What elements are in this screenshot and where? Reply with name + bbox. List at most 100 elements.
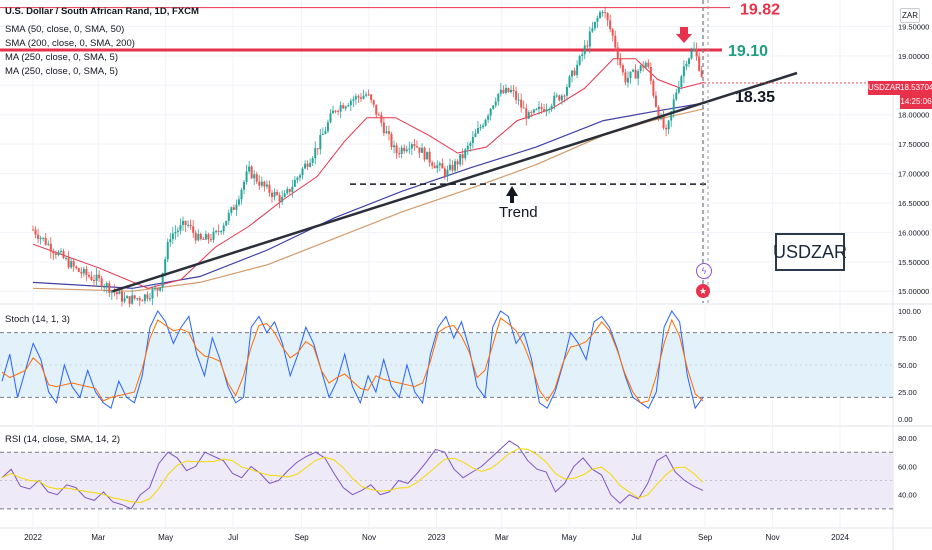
- price-candle: [469, 143, 472, 146]
- price-candle: [649, 66, 652, 81]
- price-candle: [639, 65, 642, 72]
- price-candle: [85, 268, 88, 275]
- price-candle: [632, 69, 635, 72]
- price-candle: [120, 291, 123, 302]
- price-candle: [232, 207, 235, 210]
- price-candle: [446, 169, 449, 177]
- price-candle: [296, 177, 299, 180]
- resistance-19-82-label: 19.82: [740, 2, 780, 19]
- stoch-d-line: [1, 317, 704, 404]
- price-candle: [263, 181, 266, 187]
- indicator-sma50-label[interactable]: SMA (50, close, 0, SMA, 50): [5, 24, 125, 35]
- price-candle: [510, 89, 513, 93]
- price-candle: [286, 189, 289, 194]
- price-candle: [255, 174, 258, 182]
- price-candle: [80, 271, 83, 274]
- stoch-axis-label: 50.00: [898, 361, 917, 370]
- price-candle: [418, 147, 421, 153]
- price-candle: [126, 296, 129, 299]
- price-candle: [525, 108, 528, 119]
- price-candle: [47, 243, 50, 245]
- price-candle: [690, 51, 693, 59]
- sma200-line: [32, 102, 705, 289]
- price-candle: [309, 162, 312, 167]
- price-axis-label: 15.00000: [898, 287, 929, 296]
- price-candle: [573, 70, 576, 76]
- price-candle: [342, 105, 345, 109]
- price-candle: [637, 71, 640, 79]
- price-candle: [560, 95, 563, 101]
- price-candle: [380, 114, 383, 123]
- price-candle: [288, 189, 291, 192]
- price-candle: [431, 162, 434, 166]
- price-candle: [72, 261, 75, 267]
- currency-button[interactable]: ZAR: [900, 8, 920, 23]
- price-candle: [161, 272, 164, 288]
- price-candle: [593, 21, 596, 29]
- price-candle: [339, 105, 342, 112]
- price-candle: [507, 88, 510, 93]
- price-candle: [382, 122, 385, 134]
- price-candle: [70, 261, 73, 268]
- price-candle: [225, 220, 228, 226]
- lightning-event-icon[interactable]: ϟ: [696, 263, 712, 279]
- price-candle: [258, 181, 261, 186]
- price-candle: [202, 239, 205, 241]
- price-candle: [502, 89, 505, 93]
- price-candle: [563, 95, 566, 97]
- price-candle: [324, 131, 327, 134]
- price-candle: [456, 161, 459, 165]
- price-candle: [59, 251, 62, 253]
- price-candle: [34, 229, 37, 235]
- price-candle: [75, 266, 78, 269]
- price-candle: [700, 70, 703, 77]
- price-candle: [451, 164, 454, 171]
- price-candle: [329, 113, 332, 123]
- stoch-label[interactable]: Stoch (14, 1, 3): [5, 314, 70, 325]
- price-candle: [151, 289, 154, 299]
- price-candle: [426, 151, 429, 160]
- indicator-sma200-label[interactable]: SMA (200, close, 0, SMA, 200): [5, 38, 135, 49]
- price-candle: [682, 66, 685, 77]
- price-candle: [611, 29, 614, 36]
- price-candle: [192, 226, 195, 233]
- indicator-ma250b-label[interactable]: MA (250, close, 0, SMA, 5): [5, 66, 118, 77]
- price-candle: [565, 87, 568, 96]
- price-candle: [499, 89, 502, 94]
- time-axis-label: 2023: [428, 533, 446, 542]
- price-candle: [504, 88, 507, 93]
- price-candle: [428, 151, 431, 163]
- price-candle: [187, 224, 190, 226]
- uptrend-line: [112, 71, 798, 293]
- price-candle: [553, 95, 556, 106]
- price-candle: [316, 148, 319, 150]
- rsi-sma-line: [1, 448, 704, 504]
- time-axis-label: Mar: [91, 533, 105, 542]
- rsi-label[interactable]: RSI (14, close, SMA, 14, 2): [5, 434, 121, 445]
- price-axis-label: 17.50000: [898, 140, 929, 149]
- price-candle: [372, 100, 375, 105]
- price-candle: [194, 232, 197, 241]
- us-flag-event-icon[interactable]: ★: [696, 284, 710, 298]
- usdzar-annotation-box: USDZAR: [773, 233, 847, 271]
- price-candle: [222, 225, 225, 232]
- price-candle: [82, 268, 85, 274]
- price-candle: [220, 231, 223, 233]
- price-axis-label: 17.00000: [898, 170, 929, 179]
- price-candle: [52, 251, 55, 254]
- price-candle: [532, 109, 535, 113]
- resistance-19-10-label: 19.10: [728, 43, 768, 60]
- price-candle: [471, 136, 474, 144]
- price-candle: [182, 220, 185, 225]
- indicator-ma250-label[interactable]: MA (250, close, 0, SMA, 5): [5, 52, 118, 63]
- rsi-line: [1, 440, 704, 510]
- price-candle: [54, 253, 57, 256]
- price-candle: [344, 106, 347, 109]
- price-candle: [512, 89, 515, 92]
- price-candle: [571, 70, 574, 77]
- price-candle: [415, 146, 418, 148]
- price-candle: [240, 189, 243, 200]
- trend-arrow-icon: [506, 186, 518, 203]
- price-candle: [621, 65, 624, 73]
